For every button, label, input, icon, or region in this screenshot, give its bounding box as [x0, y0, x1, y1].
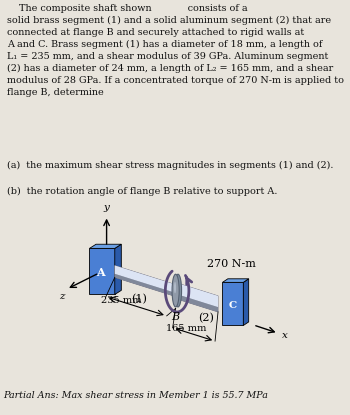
Polygon shape — [115, 244, 121, 295]
Text: 235 mm: 235 mm — [101, 296, 142, 305]
Polygon shape — [176, 294, 218, 312]
Text: z: z — [59, 292, 65, 301]
Polygon shape — [223, 279, 248, 282]
Bar — [223, 282, 243, 325]
Ellipse shape — [174, 274, 182, 307]
Polygon shape — [115, 266, 176, 297]
Text: y: y — [104, 203, 110, 212]
Text: (1): (1) — [131, 293, 147, 304]
Ellipse shape — [174, 282, 176, 293]
Polygon shape — [243, 279, 248, 325]
Text: 165 mm: 165 mm — [166, 324, 206, 333]
Polygon shape — [115, 274, 176, 297]
Text: The composite shaft shown            consists of a
solid brass segment (1) and a: The composite shaft shown consists of a … — [7, 4, 344, 97]
Ellipse shape — [172, 274, 179, 307]
Text: x: x — [282, 330, 288, 339]
Polygon shape — [90, 244, 121, 249]
Text: (b)  the rotation angle of flange B relative to support A.: (b) the rotation angle of flange B relat… — [7, 186, 277, 195]
Polygon shape — [176, 283, 218, 312]
Bar — [90, 249, 115, 295]
Text: 270 N-m: 270 N-m — [207, 259, 256, 269]
Polygon shape — [176, 283, 218, 307]
Text: (a)  the maximum shear stress magnitudes in segments (1) and (2).: (a) the maximum shear stress magnitudes … — [7, 161, 333, 170]
Text: Partial Ans: Max shear stress in Member 1 is 55.7 MPa: Partial Ans: Max shear stress in Member … — [4, 391, 268, 400]
Polygon shape — [115, 266, 176, 293]
Text: B: B — [172, 312, 180, 322]
Text: A: A — [96, 267, 105, 278]
Text: (2): (2) — [198, 313, 214, 323]
Text: C: C — [228, 301, 236, 310]
